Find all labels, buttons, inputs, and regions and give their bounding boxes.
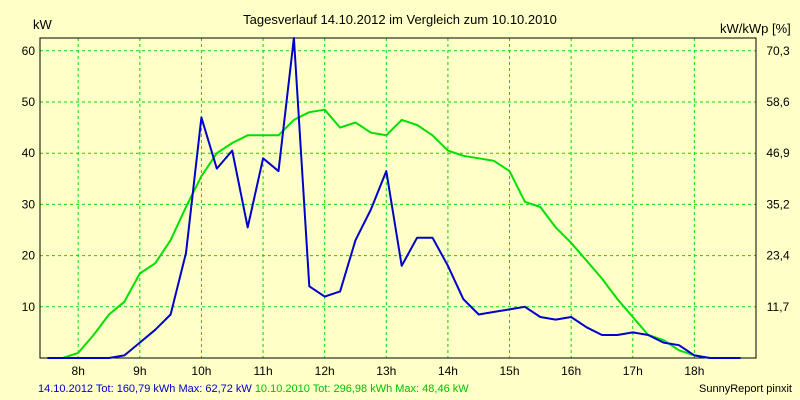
y-axis-left-label: kW [33,17,53,32]
x-tick-label: 16h [561,364,581,378]
y-axis-left-ticks: 10 20 30 40 50 60 [22,44,36,314]
y-tick-label-left: 10 [22,300,36,314]
y-tick-label-right: 70,3 [766,44,790,58]
chart-grid [40,38,756,358]
legend-series-2012: 14.10.2012 Tot: 160,79 kWh Max: 62,72 kW [38,383,252,395]
y-tick-label-left: 60 [22,44,36,58]
x-tick-label: 10h [191,364,211,378]
y-tick-label-right: 46,9 [766,146,790,160]
y-tick-label-right: 11,7 [767,300,790,314]
plot-frame [39,37,757,359]
x-tick-label: 15h [500,364,520,378]
chart-footer-legend: 14.10.2012 Tot: 160,79 kWh Max: 62,72 kW… [38,383,472,395]
series-line-2010 [47,108,741,359]
y-axis-right-label: kW/kWp [%] [720,21,791,36]
chart-series [47,37,741,359]
credit-text: SunnyReport pinxit [699,383,792,395]
chart-title: Tagesverlauf 14.10.2012 im Vergleich zum… [243,12,557,27]
legend-series-2010: 10.10.2010 Tot: 296,98 kWh Max: 48,46 kW [254,383,469,395]
x-tick-label: 17h [623,364,643,378]
x-tick-label: 9h [133,364,146,378]
x-tick-label: 13h [376,364,396,378]
y-tick-label-left: 20 [22,249,36,263]
x-tick-label: 14h [438,364,458,378]
x-tick-label: 11h [253,364,272,378]
x-tick-label: 18h [684,364,704,378]
series-line-2012 [47,37,741,359]
y-tick-label-left: 30 [22,197,36,211]
y-tick-label-right: 35,2 [766,197,790,211]
y-tick-label-right: 23,4 [766,249,790,263]
x-axis-ticks: 8h 9h 10h 11h 12h 13h 14h 15h 16h 17h 18h [72,364,705,378]
y-axis-right-ticks: 11,7 23,4 35,2 46,9 58,6 70,3 [766,44,790,314]
x-tick-label: 12h [315,364,335,378]
y-tick-label-right: 58,6 [766,95,790,109]
y-tick-label-left: 50 [22,95,36,109]
x-tick-label: 8h [72,364,85,378]
y-tick-label-left: 40 [22,146,36,160]
